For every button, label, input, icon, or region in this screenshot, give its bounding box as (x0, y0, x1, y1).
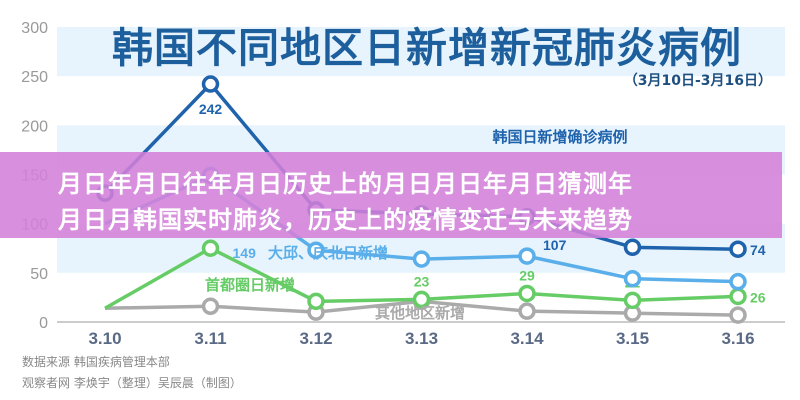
data-point (307, 292, 325, 311)
data-point (729, 272, 747, 291)
x-tick-label: 3.16 (721, 329, 754, 348)
data-point (201, 297, 220, 316)
data-label: 26 (750, 289, 766, 305)
x-tick-label: 3.13 (405, 329, 438, 348)
chart-subtitle: （3月10日-3月16日） (623, 73, 772, 89)
x-tick-label: 3.11 (194, 329, 226, 348)
banner-line-2: 月日月韩国实时肺炎，历史上的疫情变迁与未来趋势 (58, 206, 633, 234)
data-label: 74 (750, 242, 766, 258)
data-label: 23 (414, 273, 430, 289)
x-tick-label: 3.14 (510, 329, 544, 348)
grid-band (57, 27, 785, 77)
data-point (201, 239, 220, 257)
data-point (729, 306, 747, 324)
chart-title: 韩国不同地区日新增新冠肺炎病例 (112, 24, 742, 72)
y-tick-label: 200 (21, 118, 48, 135)
x-tick-label: 3.15 (616, 329, 649, 348)
data-point (307, 241, 325, 259)
x-tick-label: 3.10 (88, 329, 121, 348)
data-point (518, 302, 536, 320)
series-name-label: 韩国日新增确诊病例 (492, 128, 627, 146)
y-tick-label: 50 (30, 266, 48, 283)
data-point (623, 269, 642, 288)
data-label: 107 (543, 237, 567, 253)
data-label: 29 (519, 267, 535, 283)
data-point (729, 287, 747, 306)
series-name-label: 大邱、庆北日新增 (268, 244, 388, 262)
source-line-2: 观察者网 李焕宇（整理）吴辰晨（制图） (22, 376, 242, 390)
series-name-label: 其他地区新增 (375, 304, 465, 322)
banner-line-1: 月日年月日往年月日历史上的月日月日年月日猜测年 (58, 170, 633, 198)
data-point (623, 238, 642, 257)
data-point (729, 240, 747, 258)
x-tick-label: 3.12 (299, 329, 332, 348)
data-point (412, 290, 431, 309)
data-point (623, 291, 642, 310)
y-tick-label: 0 (39, 315, 48, 332)
overlay-banner: 月日年月日往年月日历史上的月日月日年月日猜测年 月日月韩国实时肺炎，历史上的疫情… (0, 152, 782, 238)
data-label: 242 (199, 101, 223, 117)
series-name-label: 首都圈日新增 (205, 276, 295, 294)
data-label: 149 (233, 245, 257, 261)
data-point (518, 284, 536, 303)
y-tick-label: 300 (21, 20, 48, 37)
source-line-1: 数据来源 韩国疾病管理本部 (22, 355, 170, 369)
y-tick-label: 250 (21, 69, 48, 86)
data-point (201, 75, 220, 93)
data-point (518, 247, 536, 265)
data-point (412, 250, 431, 268)
